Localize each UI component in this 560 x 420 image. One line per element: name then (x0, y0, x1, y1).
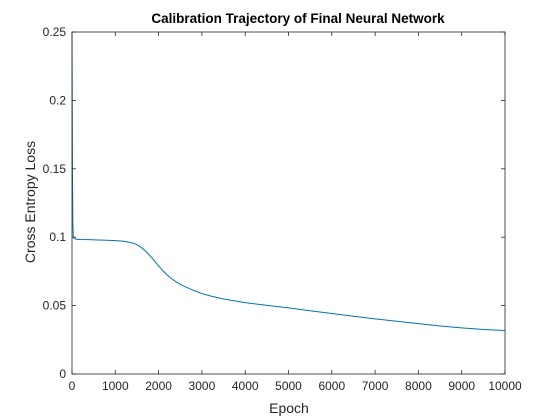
x-axis-label: Epoch (269, 400, 309, 416)
y-axis-label: Cross Entropy Loss (22, 141, 38, 263)
plot-area (71, 31, 506, 375)
y-tick-label: 0.05 (43, 299, 67, 313)
x-tick-label: 1000 (102, 379, 129, 393)
x-tick-label: 3000 (189, 379, 216, 393)
y-tick-label: 0.2 (49, 93, 66, 107)
y-axis-ticks: 0 0.05 0.1 0.15 0.2 0.25 (43, 25, 505, 381)
y-tick-label: 0.1 (49, 230, 66, 244)
x-tick-label: 5000 (275, 379, 302, 393)
x-tick-label: 10000 (488, 379, 522, 393)
x-tick-label: 6000 (318, 379, 345, 393)
x-tick-label: 9000 (448, 379, 475, 393)
y-tick-label: 0.15 (43, 162, 67, 176)
x-tick-label: 2000 (145, 379, 172, 393)
x-axis-ticks: 0 1000 2000 3000 4000 5000 6000 7000 8000 9000 100… (69, 32, 522, 393)
x-tick-label: 7000 (362, 379, 389, 393)
y-tick-label: 0 (59, 367, 66, 381)
axes-background (72, 32, 505, 374)
x-tick-label: 4000 (232, 379, 259, 393)
loss-series-line (71, 31, 506, 331)
chart-title: Calibration Trajectory of Final Neural N… (151, 11, 445, 26)
x-tick-label: 8000 (405, 379, 432, 393)
y-tick-label: 0.25 (43, 25, 67, 39)
x-tick-label: 0 (69, 379, 76, 393)
